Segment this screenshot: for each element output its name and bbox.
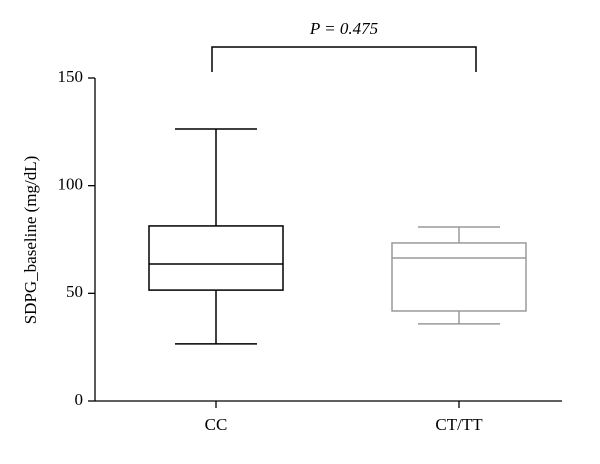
significance-bracket <box>211 46 477 72</box>
box <box>391 242 527 312</box>
y-tick-label: 0 <box>75 390 84 409</box>
y-axis-label: SDPG_baseline (mg/dL) <box>21 156 40 325</box>
y-tick-label: 150 <box>58 67 84 86</box>
y-tick-label: 50 <box>66 282 83 301</box>
y-tick-label: 100 <box>58 175 84 194</box>
x-tick-label: CC <box>205 415 228 434</box>
box <box>148 225 284 291</box>
p-value-annotation: P = 0.475 <box>309 19 378 38</box>
x-tick-label: CT/TT <box>435 415 483 434</box>
